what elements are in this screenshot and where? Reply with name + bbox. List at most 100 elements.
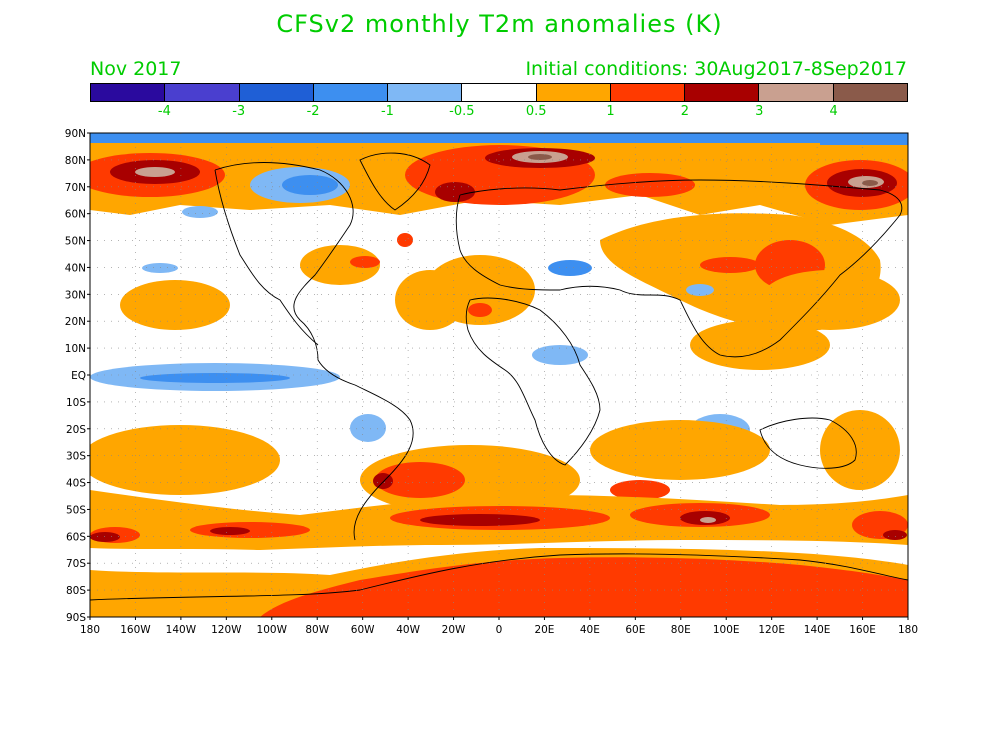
latitude-label: 10N	[65, 343, 86, 355]
colorbar-tick-label: 0.5	[525, 104, 547, 119]
north-pacific-cold	[142, 263, 178, 273]
colorbar-segment	[685, 84, 760, 101]
colorbar-segment	[239, 84, 314, 101]
east-southern-very-warm	[883, 530, 907, 540]
latitude-label: EQ	[71, 370, 86, 382]
mid-atlantic-warm	[395, 270, 465, 330]
longitude-label: 40E	[580, 624, 600, 636]
central-asia-warm	[700, 257, 760, 273]
north-atlantic-warm	[397, 233, 413, 247]
latitude-label: 80S	[66, 585, 86, 597]
pacific-cold-patch	[182, 206, 218, 218]
latitude-label: 20N	[65, 316, 86, 328]
latitude-label: 30S	[66, 451, 86, 463]
australia-warm	[820, 410, 900, 490]
longitude-label: 20E	[534, 624, 554, 636]
longitude-label: 40W	[396, 624, 420, 636]
south-pacific-warm	[90, 425, 280, 495]
latitude-label: 80N	[65, 155, 86, 167]
east-pacific-warm	[120, 280, 230, 330]
colorbar-tick-label: 1	[606, 104, 615, 119]
east-siberia-peak	[862, 180, 878, 186]
colorbar-segment	[536, 84, 611, 101]
longitude-label: 180	[898, 624, 918, 636]
longitude-label: 120E	[758, 624, 785, 636]
southern-ocean-extreme	[700, 517, 716, 523]
svalbard-peak	[528, 154, 552, 160]
south-indian-warm	[590, 420, 770, 480]
latitude-label: 70S	[66, 558, 86, 570]
latitude-label: 90S	[66, 612, 86, 624]
colorbar-segment	[759, 84, 834, 101]
south-atlantic-warm-core	[375, 462, 465, 498]
longitude-label: 160W	[120, 624, 151, 636]
longitude-label: 60E	[625, 624, 645, 636]
arctic-cold-band	[90, 133, 908, 143]
colorbar-segment	[462, 84, 537, 101]
longitude-label: 80W	[305, 624, 329, 636]
colorbar	[90, 83, 908, 102]
longitude-label: 140W	[166, 624, 197, 636]
colorbar-segment	[313, 84, 389, 101]
colorbar-tick-label: -3	[232, 104, 246, 119]
kara-warm	[605, 173, 695, 197]
black-sea-cold	[548, 260, 592, 276]
iran-cold	[686, 284, 714, 296]
latitude-labels: 90N 80N 70N 60N 50N 40N 30N 20N 10N EQ 10S 20S 30S 40…	[65, 128, 90, 624]
longitude-label: 0	[496, 624, 503, 636]
ross-very-warm	[90, 532, 120, 542]
colorbar-tick-label: 4	[829, 104, 838, 119]
anomaly-map: 90N 80N 70N 60N 50N 40N 30N 20N 10N EQ 10S 20S 30S 40…	[65, 128, 918, 636]
colorbar-segment	[833, 84, 907, 101]
amazon-cold	[350, 414, 386, 442]
coastlines	[90, 152, 908, 601]
maritime-warm	[690, 320, 830, 370]
longitude-label: 60W	[351, 624, 375, 636]
west-pacific-warm	[760, 270, 900, 330]
canada-cold-core	[282, 175, 338, 195]
latitude-label: 90N	[65, 128, 86, 140]
southern-ocean-very-warm-1	[420, 514, 540, 526]
longitude-label: 100E	[713, 624, 740, 636]
antarctica-warm	[260, 557, 908, 617]
longitude-label: 160E	[849, 624, 876, 636]
scandinavia-very-warm	[435, 182, 475, 202]
longitude-label: 140E	[804, 624, 831, 636]
longitude-label: 180	[80, 624, 100, 636]
alaska-extreme	[135, 167, 175, 177]
equatorial-pacific-cold-core	[140, 373, 290, 383]
east-us-warm-core	[350, 256, 380, 268]
south-indian-warm-core	[610, 480, 670, 500]
colorbar-segment	[388, 84, 463, 101]
colorbar-labels: -4 -3 -2 -1 -0.5 0.5 1 2 3 4	[0, 104, 999, 124]
latitude-label: 40N	[65, 262, 86, 274]
arctic-cold-band-east	[820, 133, 908, 145]
latitude-label: 60N	[65, 209, 86, 221]
latitude-label: 70N	[65, 182, 86, 194]
colorbar-tick-label: 2	[680, 104, 690, 119]
southern-pacific-warm	[190, 522, 310, 538]
latitude-label: 20S	[66, 424, 86, 436]
latitude-label: 30N	[65, 289, 86, 301]
valid-month-label: Nov 2017	[90, 58, 182, 80]
colorbar-tick-label: -2	[306, 104, 320, 119]
latitude-label: 60S	[66, 531, 86, 543]
colorbar-tick-label: -4	[157, 104, 171, 119]
southern-pacific-very-warm	[210, 527, 250, 535]
anomaly-field	[90, 133, 908, 617]
latitude-label: 40S	[66, 478, 86, 490]
colorbar-segment	[91, 84, 166, 101]
longitude-label: 100W	[257, 624, 288, 636]
colorbar-segment	[610, 84, 686, 101]
chart-title: CFSv2 monthly T2m anomalies (K)	[276, 10, 723, 38]
longitude-label: 80E	[671, 624, 691, 636]
east-us-warm	[300, 245, 380, 285]
colorbar-tick-label: -1	[380, 104, 394, 119]
sahara-warm-spot	[468, 303, 492, 317]
colorbar-segment	[165, 84, 240, 101]
initial-conditions-label: Initial conditions: 30Aug2017-8Sep2017	[525, 58, 907, 80]
latitude-label: 10S	[66, 397, 86, 409]
latitude-label: 50N	[65, 236, 86, 248]
longitude-label: 120W	[211, 624, 242, 636]
longitude-labels: 180 160W 140W 120W 100W 80W 60W 40W 20W 0 20E 40E 60…	[80, 617, 918, 636]
